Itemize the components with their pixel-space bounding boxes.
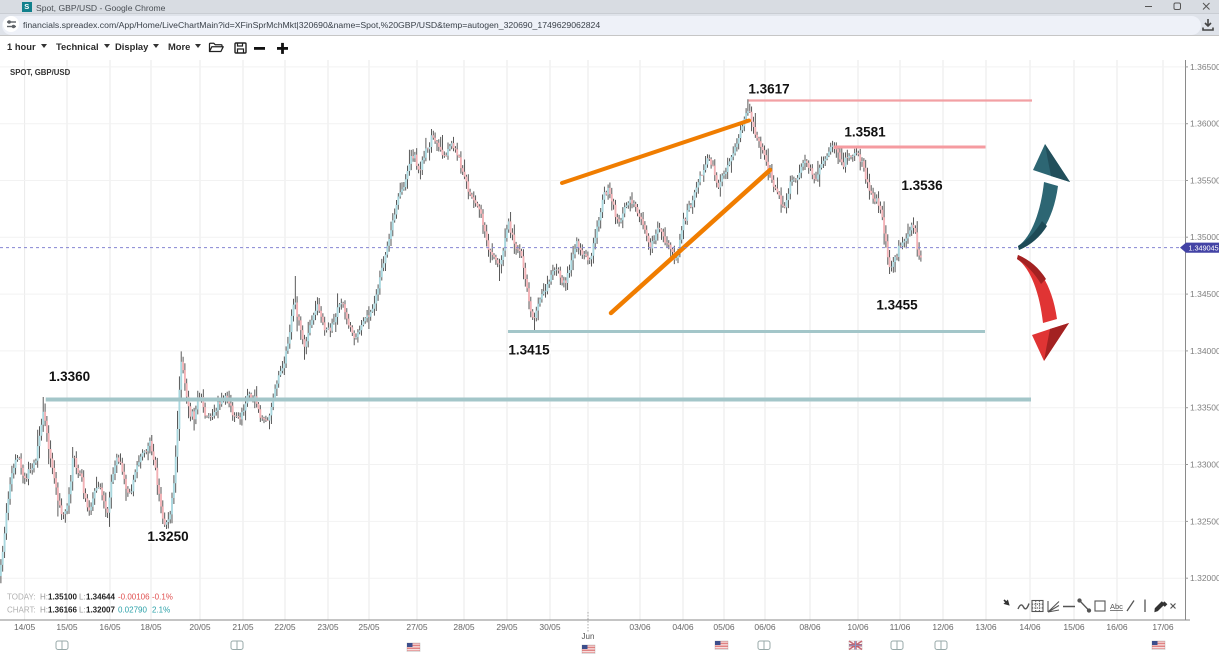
svg-text:1.32500: 1.32500 <box>1190 516 1219 526</box>
svg-text:0.02790: 0.02790 <box>118 606 147 615</box>
svg-text:29/05: 29/05 <box>496 622 518 632</box>
svg-text:03/06: 03/06 <box>629 622 651 632</box>
svg-text:1.33000: 1.33000 <box>1190 460 1219 470</box>
svg-text:06/06: 06/06 <box>754 622 776 632</box>
svg-text:12/06: 12/06 <box>932 622 954 632</box>
svg-text:L:: L: <box>79 593 86 602</box>
svg-text:1.3250: 1.3250 <box>147 529 188 544</box>
svg-text:1.35500: 1.35500 <box>1190 176 1219 186</box>
svg-text:-0.00106: -0.00106 <box>118 593 150 602</box>
svg-text:1.35100: 1.35100 <box>48 593 77 602</box>
svg-text:H:: H: <box>40 606 48 615</box>
svg-text:20/05: 20/05 <box>189 622 211 632</box>
svg-text:1.36166: 1.36166 <box>48 606 77 615</box>
svg-text:1.3536: 1.3536 <box>901 178 943 193</box>
svg-text:05/06: 05/06 <box>713 622 735 632</box>
svg-text:17/06: 17/06 <box>1152 622 1174 632</box>
svg-text:Abc: Abc <box>1110 602 1123 611</box>
svg-text:14/06: 14/06 <box>1019 622 1041 632</box>
svg-text:16/06: 16/06 <box>1106 622 1128 632</box>
svg-text:-0.1%: -0.1% <box>152 593 173 602</box>
svg-text:1.32007: 1.32007 <box>86 606 115 615</box>
svg-text:1.36500: 1.36500 <box>1190 62 1219 72</box>
svg-text:10/06: 10/06 <box>847 622 869 632</box>
svg-text:CHART:: CHART: <box>7 606 36 615</box>
svg-text:14/05: 14/05 <box>14 622 36 632</box>
svg-text:L:: L: <box>79 606 86 615</box>
svg-text:1.3581: 1.3581 <box>844 125 886 140</box>
svg-text:21/05: 21/05 <box>232 622 254 632</box>
svg-text:2.1%: 2.1% <box>152 606 170 615</box>
svg-text:1.34000: 1.34000 <box>1190 346 1219 356</box>
svg-text:1.3617: 1.3617 <box>748 82 789 97</box>
svg-text:1.3360: 1.3360 <box>49 369 90 384</box>
svg-text:22/05: 22/05 <box>274 622 296 632</box>
svg-text:TODAY:: TODAY: <box>7 593 36 602</box>
svg-text:1.33500: 1.33500 <box>1190 403 1219 413</box>
svg-text:1.3455: 1.3455 <box>876 298 918 313</box>
svg-text:1.32000: 1.32000 <box>1190 573 1219 583</box>
svg-text:15/05: 15/05 <box>56 622 78 632</box>
svg-text:28/05: 28/05 <box>453 622 475 632</box>
svg-text:1.34500: 1.34500 <box>1190 289 1219 299</box>
svg-text:27/05: 27/05 <box>406 622 428 632</box>
svg-text:1.3415: 1.3415 <box>508 343 550 358</box>
svg-text:15/06: 15/06 <box>1063 622 1085 632</box>
svg-text:Jun: Jun <box>582 632 595 641</box>
svg-text:16/05: 16/05 <box>99 622 121 632</box>
svg-text:1.34644: 1.34644 <box>86 593 115 602</box>
svg-text:04/06: 04/06 <box>672 622 694 632</box>
svg-text:23/05: 23/05 <box>317 622 339 632</box>
svg-text:1.36000: 1.36000 <box>1190 119 1219 129</box>
svg-text:18/05: 18/05 <box>140 622 162 632</box>
svg-text:30/05: 30/05 <box>539 622 561 632</box>
svg-text:SPOT, GBP/USD: SPOT, GBP/USD <box>10 68 71 77</box>
svg-text:H:: H: <box>40 593 48 602</box>
svg-text:11/06: 11/06 <box>890 622 911 632</box>
svg-text:13/06: 13/06 <box>975 622 997 632</box>
svg-text:25/05: 25/05 <box>358 622 380 632</box>
svg-text:08/06: 08/06 <box>799 622 821 632</box>
svg-text:1.349045: 1.349045 <box>1189 244 1219 253</box>
svg-text:1.35000: 1.35000 <box>1190 232 1219 242</box>
